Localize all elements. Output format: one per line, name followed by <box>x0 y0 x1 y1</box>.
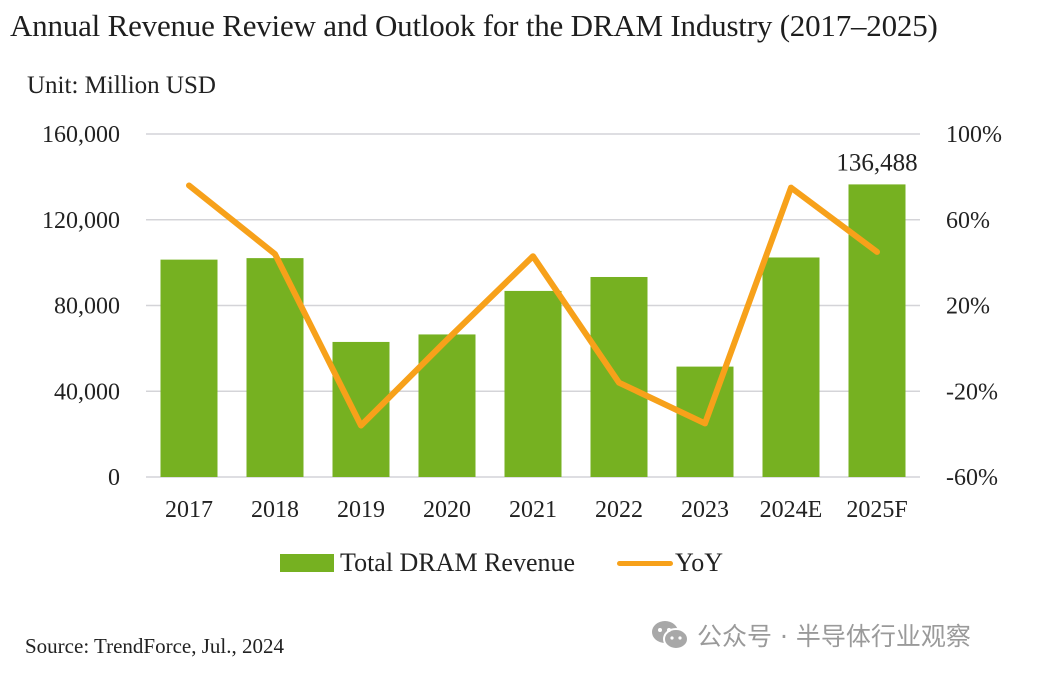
y-left-tick-label: 160,000 <box>42 122 120 148</box>
bar <box>762 257 820 477</box>
y-left-tick-label: 40,000 <box>54 379 120 405</box>
legend-label-revenue: Total DRAM Revenue <box>340 548 576 577</box>
chart-title: Annual Revenue Review and Outlook for th… <box>10 8 938 43</box>
watermark: 公众号 · 半导体行业观察 <box>651 617 971 653</box>
y-right-tick-label: 20% <box>946 294 990 320</box>
bar-series <box>160 184 906 477</box>
watermark-text: 公众号 · 半导体行业观察 <box>697 622 971 651</box>
legend-swatch-line <box>617 560 674 566</box>
bar <box>848 184 906 477</box>
x-tick-label: 2022 <box>595 497 643 523</box>
y-right-tick-label: -20% <box>946 379 998 405</box>
bar <box>504 290 562 477</box>
y-axis-left: 0 40,000 80,000 120,000 160,000 <box>42 122 120 491</box>
legend-item-yoy: YoY <box>575 548 723 578</box>
x-tick-label: 2020 <box>423 497 471 523</box>
bar <box>590 276 648 477</box>
y-right-tick-label: 60% <box>946 208 990 234</box>
data-labels: 136,488 <box>836 149 917 176</box>
x-tick-label: 2019 <box>337 497 385 523</box>
y-right-tick-label: 100% <box>946 122 1002 148</box>
y-left-tick-label: 120,000 <box>42 208 120 234</box>
data-label: 136,488 <box>836 149 917 176</box>
source-note: Source: TrendForce, Jul., 2024 <box>25 634 284 658</box>
bar <box>160 259 218 477</box>
legend-swatch-bar <box>280 554 334 572</box>
y-left-tick-label: 0 <box>108 465 120 491</box>
legend: Total DRAM Revenue YoY <box>280 548 723 578</box>
x-tick-label: 2025F <box>846 497 907 523</box>
x-axis: 2017 2018 2019 2020 2021 2022 2023 2024E 2025F <box>165 497 908 523</box>
x-tick-label: 2023 <box>681 497 729 523</box>
line-series <box>186 182 880 429</box>
y-left-tick-label: 80,000 <box>54 294 120 320</box>
y-axis-right: -60% -20% 20% 60% 100% <box>946 122 1002 491</box>
x-tick-label: 2018 <box>251 497 299 523</box>
y-right-tick-label: -60% <box>946 465 998 491</box>
unit-label: Unit: Million USD <box>27 72 216 99</box>
x-tick-label: 2021 <box>509 497 557 523</box>
x-tick-label: 2024E <box>760 497 823 523</box>
legend-item-revenue: Total DRAM Revenue <box>280 548 575 578</box>
legend-label-yoy: YoY <box>675 548 723 577</box>
wechat-icon <box>651 620 689 650</box>
x-tick-label: 2017 <box>165 497 213 523</box>
